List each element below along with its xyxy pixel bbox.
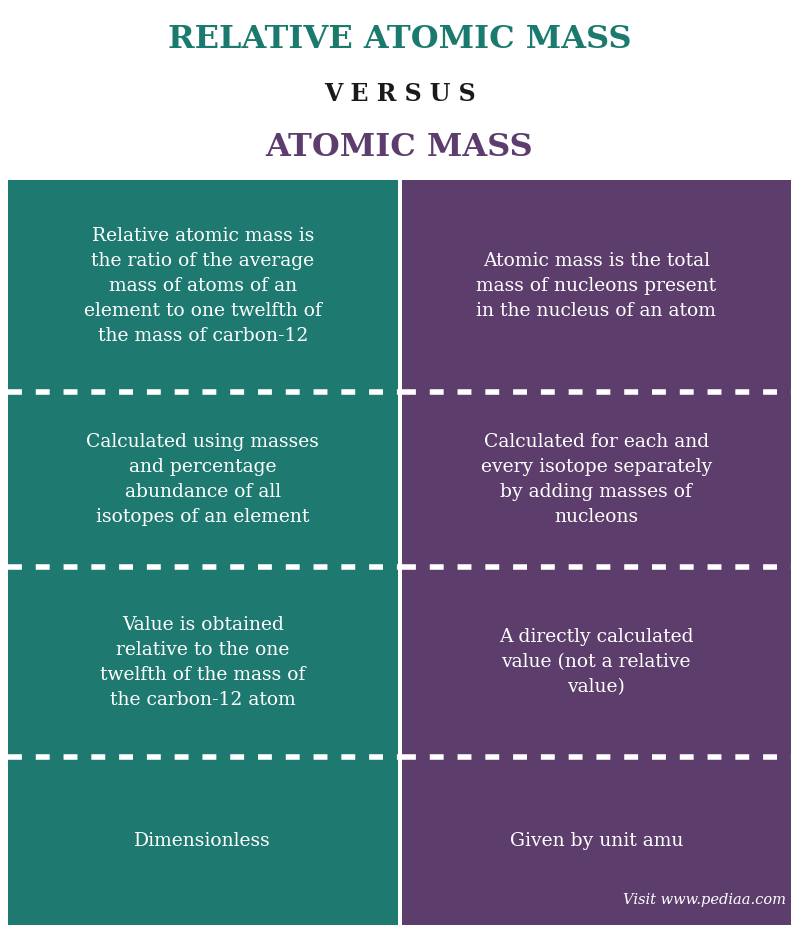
Bar: [402, 758, 791, 925]
Text: Atomic mass is the total
mass of nucleons present
in the nucleus of an atom: Atomic mass is the total mass of nucleon…: [476, 252, 717, 320]
Bar: [8, 567, 397, 758]
Text: Dimensionless: Dimensionless: [134, 832, 271, 850]
Text: Relative atomic mass is
the ratio of the average
mass of atoms of an
element to : Relative atomic mass is the ratio of the…: [84, 228, 322, 345]
Bar: [402, 180, 791, 393]
Text: Calculated using masses
and percentage
abundance of all
isotopes of an element: Calculated using masses and percentage a…: [86, 434, 319, 526]
Bar: [8, 180, 397, 393]
Bar: [8, 758, 397, 925]
Text: RELATIVE ATOMIC MASS: RELATIVE ATOMIC MASS: [168, 24, 631, 55]
Text: Calculated for each and
every isotope separately
by adding masses of
nucleons: Calculated for each and every isotope se…: [481, 434, 712, 526]
Bar: [402, 393, 791, 567]
Text: V E R S U S: V E R S U S: [324, 81, 475, 105]
Text: ATOMIC MASS: ATOMIC MASS: [266, 132, 533, 163]
Bar: [8, 393, 397, 567]
Text: Value is obtained
relative to the one
twelfth of the mass of
the carbon-12 atom: Value is obtained relative to the one tw…: [100, 616, 305, 709]
Text: A directly calculated
value (not a relative
value): A directly calculated value (not a relat…: [499, 629, 694, 696]
Text: Given by unit amu: Given by unit amu: [510, 832, 683, 850]
Bar: [402, 567, 791, 758]
Text: Visit www.pediaa.com: Visit www.pediaa.com: [623, 893, 786, 907]
